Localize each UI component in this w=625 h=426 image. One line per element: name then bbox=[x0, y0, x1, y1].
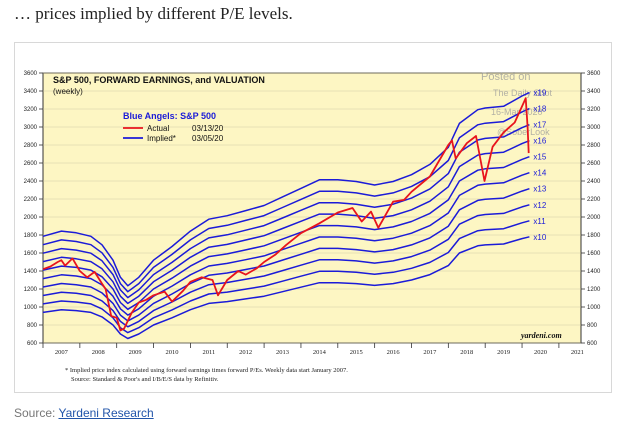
y-tick-label-left: 3400 bbox=[24, 89, 38, 95]
multiple-label-x16: x16 bbox=[533, 137, 546, 146]
x-tick-label: 2014 bbox=[313, 349, 327, 356]
x-tick-label: 2012 bbox=[239, 349, 252, 356]
footnote-implied: * Implied price index calculated using f… bbox=[65, 367, 348, 374]
y-tick-label-right: 2400 bbox=[587, 179, 601, 185]
y-tick-label-left: 1800 bbox=[24, 233, 38, 239]
chart-svg: 600 800 1000 1200 1400 1600 1800 2000 2200 2400 26… bbox=[24, 71, 601, 383]
y-tick-label-left: 1000 bbox=[24, 305, 38, 311]
y-tick-label-left: 2400 bbox=[24, 179, 38, 185]
y-tick-label-left: 3200 bbox=[24, 107, 38, 113]
implied-line-x12 bbox=[42, 204, 530, 328]
x-tick-label: 2013 bbox=[276, 349, 289, 356]
y-tick-label-left: 2800 bbox=[24, 143, 38, 149]
implied-line-x19 bbox=[42, 91, 530, 287]
y-tick-label-right: 1600 bbox=[587, 251, 601, 257]
legend-actual-date: 03/13/20 bbox=[192, 124, 224, 133]
x-tick-label: 2020 bbox=[534, 349, 547, 356]
multiple-label-x17: x17 bbox=[533, 121, 546, 130]
x-tick-label: 2017 bbox=[423, 349, 437, 356]
y-tick-label-right: 2000 bbox=[587, 215, 601, 221]
yardeni-credit: yardeni.com bbox=[520, 331, 562, 340]
actual-sp500-line bbox=[42, 97, 530, 332]
multiple-label-x11: x11 bbox=[533, 217, 546, 226]
y-tick-label-left: 800 bbox=[27, 323, 38, 329]
y-tick-label-left: 2600 bbox=[24, 161, 38, 167]
source-label: Source: bbox=[14, 406, 56, 420]
y-tick-label-right: 1400 bbox=[587, 269, 601, 275]
source-credit: Source: Yardeni Research bbox=[14, 406, 154, 420]
lead-text: … prices implied by different P/E levels… bbox=[14, 4, 293, 23]
x-tick-label: 2018 bbox=[460, 349, 473, 356]
multiple-label-x14: x14 bbox=[533, 169, 546, 178]
y-tick-label-right: 1800 bbox=[587, 233, 601, 239]
y-tick-label-right: 2800 bbox=[587, 143, 601, 149]
multiple-label-x10: x10 bbox=[533, 233, 546, 242]
y-tick-label-left: 2000 bbox=[24, 215, 38, 221]
watermark: Posted on The Daily Shot 16-Mar-2020 @So… bbox=[481, 71, 553, 137]
y-tick-label-right: 1200 bbox=[587, 287, 601, 293]
y-tick-label-right: 3000 bbox=[587, 125, 601, 131]
x-tick-label: 2007 bbox=[55, 349, 69, 356]
y-axis-left: 600 800 1000 1200 1400 1600 1800 2000 2200 2400 26… bbox=[24, 71, 43, 347]
chart-grid bbox=[43, 72, 581, 344]
legend-implied-label: Implied* bbox=[147, 134, 176, 143]
y-tick-label-right: 600 bbox=[587, 341, 598, 347]
implied-line-x15 bbox=[42, 155, 530, 311]
x-tick-label: 2008 bbox=[92, 349, 105, 356]
plot-background bbox=[42, 72, 582, 344]
y-tick-label-left: 1200 bbox=[24, 287, 38, 293]
x-tick-label: 2019 bbox=[497, 349, 510, 356]
implied-line-x14 bbox=[42, 171, 530, 316]
footnote-source: Source: Standard & Poor's and I/B/E/S da… bbox=[71, 376, 219, 383]
implied-line-x10 bbox=[42, 236, 530, 340]
y-tick-label-left: 1400 bbox=[24, 269, 38, 275]
multiple-label-x19: x19 bbox=[533, 89, 546, 98]
y-tick-label-left: 2200 bbox=[24, 197, 38, 203]
y-tick-label-right: 1000 bbox=[587, 305, 601, 311]
y-tick-label-right: 3600 bbox=[587, 71, 601, 77]
legend-implied-date: 03/05/20 bbox=[192, 134, 224, 143]
implied-line-x11 bbox=[42, 220, 530, 334]
x-tick-label: 2016 bbox=[387, 349, 401, 356]
multiple-labels: x10 x11 x12 x13 x14 x15 x16 x17 x18 x19 bbox=[533, 89, 546, 242]
watermark-line-3: 16-Mar-2020 bbox=[491, 107, 543, 117]
y-tick-label-right: 3400 bbox=[587, 89, 601, 95]
implied-line-x18 bbox=[42, 107, 530, 293]
x-tick-label: 2010 bbox=[165, 349, 178, 356]
x-tick-label: 2009 bbox=[129, 349, 142, 356]
watermark-line-2: The Daily Shot bbox=[493, 88, 553, 98]
x-tick-label: 2021 bbox=[571, 349, 584, 356]
y-tick-label-left: 3000 bbox=[24, 125, 38, 131]
y-tick-label-right: 2200 bbox=[587, 197, 601, 203]
watermark-line-4: @SoberLook bbox=[497, 127, 550, 137]
y-tick-label-left: 600 bbox=[27, 341, 38, 347]
y-tick-label-left: 3600 bbox=[24, 71, 38, 77]
implied-line-x13 bbox=[42, 187, 530, 322]
chart-subtitle: (weekly) bbox=[53, 87, 83, 96]
multiple-label-x15: x15 bbox=[533, 153, 546, 162]
multiple-label-x18: x18 bbox=[533, 105, 546, 114]
source-link[interactable]: Yardeni Research bbox=[58, 406, 154, 420]
chart-figure: 600 800 1000 1200 1400 1600 1800 2000 2200 2400 26… bbox=[14, 42, 612, 393]
legend-title: Blue Angels: S&P 500 bbox=[123, 111, 216, 121]
x-axis: 2007 2008 2009 2010 2011 2012 2013 2014 2015 2016… bbox=[42, 343, 584, 356]
chart-title: S&P 500, FORWARD EARNINGS, and VALUATION bbox=[53, 75, 265, 85]
y-tick-label-left: 1600 bbox=[24, 251, 38, 257]
multiple-label-x13: x13 bbox=[533, 185, 546, 194]
multiple-label-x12: x12 bbox=[533, 201, 546, 210]
y-tick-label-right: 3200 bbox=[587, 107, 601, 113]
implied-line-x16 bbox=[42, 140, 530, 305]
watermark-line-1: Posted on bbox=[481, 71, 531, 83]
x-tick-label: 2011 bbox=[202, 349, 215, 356]
x-tick-label: 2015 bbox=[350, 349, 363, 356]
legend-actual-label: Actual bbox=[147, 124, 169, 133]
y-axis-right: 600 800 1000 1200 1400 1600 1800 2000 2200 2400 26… bbox=[581, 71, 601, 347]
y-tick-label-right: 800 bbox=[587, 323, 598, 329]
y-tick-label-right: 2600 bbox=[587, 161, 601, 167]
